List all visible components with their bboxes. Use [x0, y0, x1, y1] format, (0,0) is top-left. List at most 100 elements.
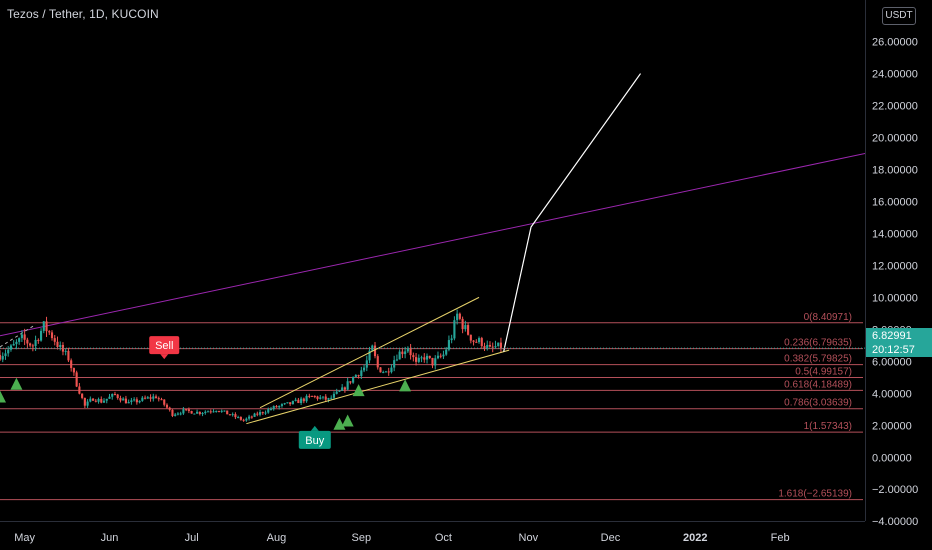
- candle-body: [64, 350, 67, 352]
- candle-body: [53, 338, 56, 342]
- candle-body: [275, 406, 278, 408]
- candle-body: [45, 321, 48, 332]
- buy-label-pointer: [310, 425, 319, 431]
- candle-body: [193, 413, 196, 415]
- candle-body: [346, 381, 349, 390]
- candle-body: [294, 399, 297, 401]
- currency-button[interactable]: USDT: [882, 7, 916, 25]
- candle-body: [256, 413, 259, 415]
- candle-body: [204, 411, 207, 414]
- candle-body: [499, 342, 503, 349]
- candle-body: [461, 318, 464, 330]
- candle-body: [286, 402, 289, 404]
- candle-body: [171, 409, 174, 416]
- candle-body: [250, 416, 253, 418]
- candle-body: [179, 413, 182, 415]
- candle-body: [144, 397, 147, 399]
- candle-body: [289, 402, 292, 405]
- candle-body: [291, 400, 294, 405]
- candle-body: [138, 400, 141, 403]
- candle-body: [37, 339, 40, 341]
- candle-body: [217, 410, 221, 412]
- candle-body: [321, 396, 325, 398]
- candle-body: [116, 394, 119, 399]
- candle-body: [302, 398, 305, 402]
- last-price-value: 6.82991: [872, 330, 912, 342]
- candle-body: [20, 334, 23, 339]
- time-axis-tick: Jun: [101, 532, 119, 544]
- candle-body: [423, 357, 426, 360]
- candle-body: [382, 372, 385, 374]
- candle-body: [472, 340, 475, 342]
- candle-body: [12, 344, 15, 346]
- time-axis-tick: May: [14, 532, 35, 544]
- candle-body: [352, 376, 355, 383]
- time-axis-tick: Sep: [352, 532, 372, 544]
- candle-body: [434, 358, 437, 366]
- candle-body: [488, 344, 492, 347]
- candle-body: [237, 417, 240, 419]
- candle-body: [67, 350, 70, 361]
- candle-body: [212, 411, 215, 413]
- candle-body: [157, 398, 160, 400]
- candle-body: [31, 345, 34, 347]
- candle-body: [445, 349, 448, 355]
- candle-body: [39, 330, 43, 341]
- candle-body: [130, 400, 133, 402]
- candle-body: [310, 395, 314, 397]
- candle-body: [154, 396, 158, 399]
- price-axis-tick: 0.00000: [872, 452, 912, 464]
- candle-body: [283, 403, 286, 405]
- candle-body: [332, 393, 336, 398]
- symbol-title: Tezos / Tether, 1D, KUCOIN: [7, 7, 159, 21]
- candle-body: [412, 355, 415, 358]
- candle-body: [415, 357, 418, 362]
- price-axis-tick: 16.00000: [872, 196, 918, 208]
- candle-body: [201, 413, 204, 415]
- candle-body: [59, 344, 62, 347]
- candle-body: [94, 400, 97, 402]
- candle-body: [113, 393, 117, 395]
- candle-body: [70, 360, 73, 369]
- candle-body: [442, 354, 445, 357]
- fib-level-label: 1.618(−2.65139): [778, 489, 852, 500]
- buy-triangle-marker: [341, 414, 354, 427]
- candle-body: [393, 360, 396, 368]
- candle-body: [248, 416, 251, 419]
- candle-body: [198, 411, 201, 414]
- candle-body: [160, 399, 163, 401]
- candle-body: [387, 371, 390, 373]
- price-axis-tick: −4.00000: [872, 516, 918, 528]
- candle-body: [253, 413, 256, 417]
- candle-body: [141, 397, 144, 401]
- candle-body: [89, 398, 92, 402]
- candle-body: [486, 344, 489, 348]
- candle-body: [92, 398, 95, 401]
- candle-body: [226, 410, 229, 415]
- fib-level-label: 0.382(5.79825): [784, 354, 852, 365]
- price-axis-tick: 18.00000: [872, 164, 918, 176]
- candle-body: [119, 398, 122, 401]
- plot-area: Sell Buy: [0, 73, 865, 501]
- candle-body: [267, 409, 270, 413]
- candle-body: [108, 396, 111, 399]
- channel-upper-line: [259, 296, 480, 409]
- candle-body: [18, 338, 21, 342]
- time-axis-tick: 2022: [683, 532, 707, 544]
- candle-body: [9, 345, 13, 350]
- candle-body: [56, 341, 59, 347]
- price-axis-tick: 2.00000: [872, 420, 912, 432]
- candle-body: [354, 375, 357, 377]
- buy-triangle-marker: [352, 384, 365, 397]
- candle-body: [319, 397, 322, 399]
- price-axis-tick: 20.00000: [872, 133, 918, 145]
- candle-body: [149, 397, 152, 399]
- candle-body: [483, 346, 486, 348]
- candle-body: [206, 411, 210, 413]
- price-axis-tick: 26.00000: [872, 37, 918, 49]
- candle-body: [300, 398, 303, 404]
- last-price-label: 6.82991 20:12:57: [866, 328, 932, 357]
- candle-body: [335, 391, 338, 394]
- price-axis-tick: 14.00000: [872, 228, 918, 240]
